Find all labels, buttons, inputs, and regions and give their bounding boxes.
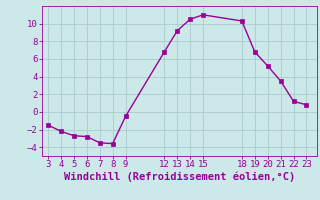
X-axis label: Windchill (Refroidissement éolien,°C): Windchill (Refroidissement éolien,°C) [64,172,295,182]
